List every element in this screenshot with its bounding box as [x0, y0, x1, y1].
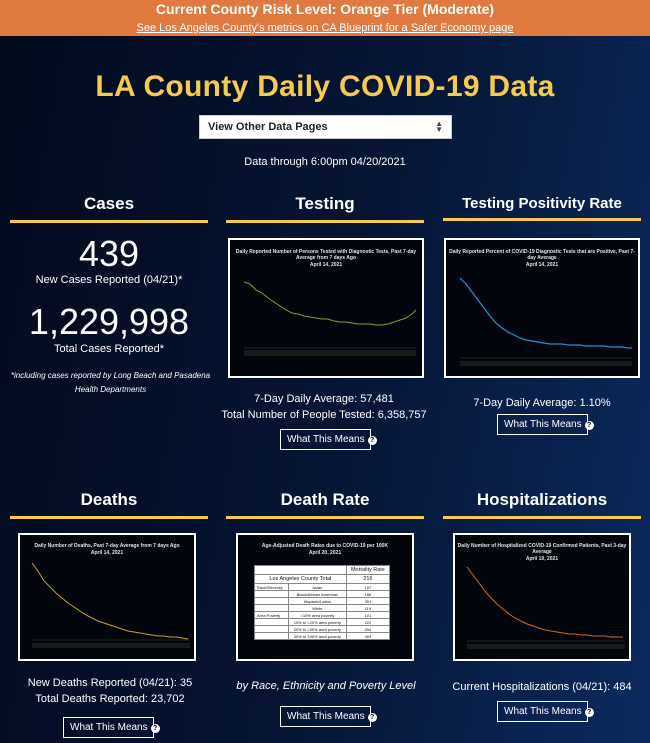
death-rate-subline: by Race, Ethnicity and Poverty Level: [236, 680, 416, 692]
hospitalizations-heading: Hospitalizations: [443, 490, 641, 519]
deaths-x-tick-labels: [32, 643, 190, 648]
testing-heading: Testing: [226, 194, 424, 223]
positivity-chart-title: Daily Reported Percent of COVID-19 Diagn…: [449, 249, 635, 261]
positivity-series-line: [459, 277, 632, 349]
death-rate-table-thumbnail[interactable]: Age-Adjusted Death Rates due to COVID-19…: [236, 533, 414, 661]
positivity-chart-svg: [459, 277, 632, 366]
mortality-rate-col-header: Mortality Rate: [345, 565, 391, 575]
blueprint-link[interactable]: See Los Angeles County's metrics on CA B…: [136, 22, 514, 34]
new-cases-label: New Cases Reported (04/21)*: [35, 274, 183, 286]
table-row: 10% to <20% area poverty 222: [254, 618, 391, 626]
positivity-chart-date: April 14, 2021: [525, 262, 559, 268]
new-deaths: New Deaths Reported (04/21): 35: [27, 677, 193, 689]
death-rate-chart-title: Age-Adjusted Death Rates due to COVID-19…: [261, 543, 389, 549]
testing-total: Total Number of People Tested: 6,358,757: [221, 409, 427, 421]
hospitalizations-chart-thumbnail[interactable]: Daily Number of Hospitalized COVID-19 Co…: [453, 533, 631, 661]
testing-chart-svg: [243, 281, 417, 356]
select-arrows-icon: ▲ ▼: [435, 119, 443, 134]
positivity-button-label: What This Means: [504, 419, 582, 430]
cases-footnote: *including cases reported by Long Beach …: [10, 371, 211, 394]
table-row: Los Angeles County Total 216: [254, 574, 391, 584]
question-icon: ?: [150, 724, 160, 733]
question-icon: ?: [367, 713, 377, 722]
deaths-chart-date: April 14, 2021: [90, 550, 124, 556]
hospitalizations-series-line: [466, 566, 623, 638]
table-row: Black/African American 186: [254, 590, 391, 598]
total-deaths: Total Deaths Reported: 23,702: [35, 693, 185, 705]
testing-chart-date: April 14, 2021: [309, 262, 343, 268]
testing-avg: 7-Day Daily Average: 57,481: [254, 393, 394, 405]
death-rate-button-label: What This Means: [287, 711, 365, 722]
hospitalizations-what-this-means-button[interactable]: What This Means?: [497, 701, 594, 722]
testing-series-line: [243, 281, 417, 326]
total-cases-value: 1,229,998: [28, 301, 190, 342]
positivity-avg: 7-Day Daily Average: 1.10%: [473, 397, 611, 409]
death-rate-heading: Death Rate: [226, 490, 424, 519]
death-rate-what-this-means-button[interactable]: What This Means?: [280, 706, 377, 727]
risk-level-banner: Current County Risk Level: Orange Tier (…: [0, 0, 650, 36]
question-icon: ?: [584, 421, 594, 430]
table-row: Hispanic/Latino 351: [254, 597, 391, 605]
hospitalizations-chart-title: Daily Number of Hospitalized COVID-19 Co…: [457, 543, 627, 555]
table-row: White 119: [254, 604, 391, 612]
page-title: LA County Daily COVID-19 Data: [95, 70, 555, 103]
current-hospitalizations: Current Hospitalizations (04/21): 484: [452, 681, 632, 693]
table-row: 30% to 100% area poverty 403: [254, 632, 391, 640]
risk-level-title: Current County Risk Level: Orange Tier (…: [155, 1, 495, 17]
hospitalizations-button-label: What This Means: [504, 706, 582, 717]
testing-chart-title: Daily Reported Number of Persons Tested …: [235, 249, 417, 261]
deaths-button-label: What This Means: [70, 722, 148, 733]
positivity-chart-thumbnail[interactable]: Daily Reported Percent of COVID-19 Diagn…: [444, 238, 640, 378]
question-icon: ?: [584, 708, 594, 717]
table-row: Race/Ethnicity Asian 157: [254, 583, 391, 591]
new-cases-value: 439: [78, 233, 140, 274]
table-row: Mortality Rate: [254, 565, 391, 575]
table-row: 20% to <30% area poverty 294: [254, 625, 391, 633]
positivity-heading: Testing Positivity Rate: [443, 194, 641, 221]
deaths-chart-thumbnail[interactable]: Daily Number of Deaths, Past 7-day Avera…: [18, 533, 196, 661]
testing-x-tick-labels: [244, 350, 416, 356]
deaths-chart-svg: [31, 562, 190, 648]
deaths-what-this-means-button[interactable]: What This Means?: [63, 717, 160, 738]
cases-heading: Cases: [10, 194, 208, 223]
mortality-rate-table: Mortality Rate Los Angeles County Total …: [254, 565, 391, 640]
testing-button-label: What This Means: [287, 434, 365, 445]
hospitalizations-chart-svg: [466, 566, 625, 649]
deaths-series-line: [31, 562, 189, 640]
hospitalizations-chart-date: April 19, 2021: [525, 556, 559, 562]
total-cases-label: Total Cases Reported*: [53, 343, 165, 355]
county-total-label: Los Angeles County Total: [254, 574, 347, 584]
data-pages-select-value: View Other Data Pages: [208, 121, 328, 133]
testing-what-this-means-button[interactable]: What This Means?: [280, 429, 377, 450]
data-through-timestamp: Data through 6:00pm 04/20/2021: [244, 156, 406, 168]
hospitalizations-x-tick-labels: [467, 644, 625, 649]
county-total-value: 216: [345, 574, 391, 584]
data-pages-select[interactable]: View Other Data Pages ▲ ▼: [199, 115, 452, 139]
deaths-heading: Deaths: [10, 490, 208, 519]
death-rate-chart-date: April 20, 2021: [308, 550, 342, 556]
positivity-x-tick-labels: [460, 361, 632, 366]
deaths-chart-title: Daily Number of Deaths, Past 7-day Avera…: [34, 543, 180, 549]
testing-chart-thumbnail[interactable]: Daily Reported Number of Persons Tested …: [228, 238, 424, 378]
positivity-what-this-means-button[interactable]: What This Means?: [497, 414, 594, 435]
table-row: Area Poverty <10% area poverty 101: [254, 611, 391, 619]
question-icon: ?: [367, 436, 377, 445]
